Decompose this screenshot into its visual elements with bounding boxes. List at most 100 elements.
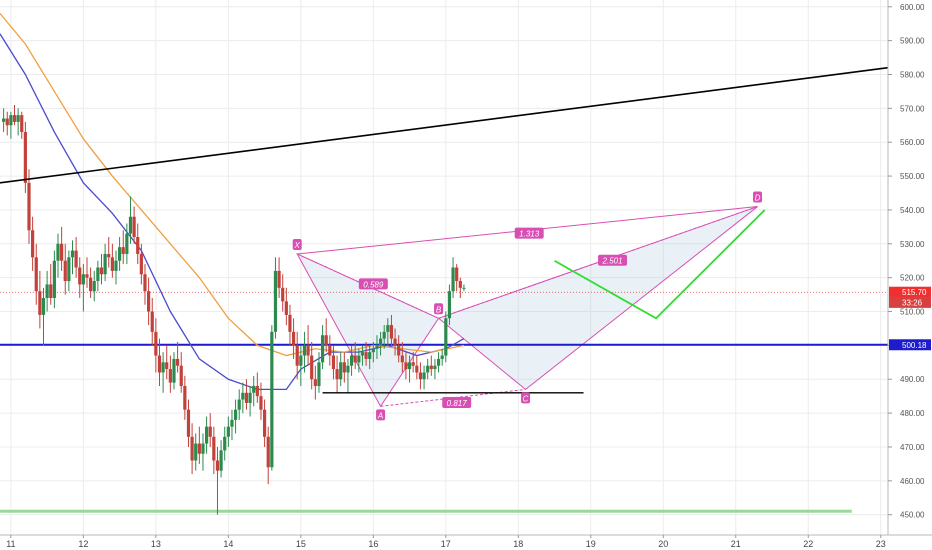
candle-body <box>9 115 13 126</box>
time-axis-ticks: 11 12 13 14 15 16 17 18 19 20 21 22 23 <box>6 535 886 549</box>
x-tick-label: 12 <box>78 539 88 549</box>
candle-body <box>389 325 394 339</box>
candle-body <box>52 260 56 298</box>
y-tick-label: 580.00 <box>900 70 925 79</box>
candle-body <box>157 355 162 373</box>
y-tick-label: 550.00 <box>900 172 925 181</box>
price-tag: 515.70 <box>889 286 931 298</box>
price-tag-bg <box>889 296 931 308</box>
pattern-point-a: A <box>376 409 386 421</box>
candle-body <box>150 311 154 332</box>
y-tick-label: 590.00 <box>900 37 925 46</box>
candle-body <box>284 301 288 315</box>
candle-body <box>89 277 93 292</box>
candle-body <box>201 443 205 454</box>
pattern-ratio: 0.589 <box>358 278 388 290</box>
x-tick-label: 20 <box>658 539 668 549</box>
candle-body <box>411 362 415 366</box>
pattern-ratio-text: 0.817 <box>447 399 468 408</box>
candle-body <box>60 243 64 261</box>
time-axis-panel[interactable] <box>0 535 932 550</box>
trend-lines[interactable] <box>0 66 889 394</box>
candle-body <box>172 358 176 383</box>
x-tick-label: 22 <box>803 539 813 549</box>
candle-body <box>67 257 71 282</box>
candle-body <box>248 392 252 403</box>
pattern-point-c: C <box>521 392 531 404</box>
candle-body <box>226 426 230 437</box>
candle-body <box>444 318 448 356</box>
candle-body <box>2 118 6 122</box>
pattern-point-b-text: B <box>436 305 442 314</box>
price-tag: 33:26 <box>889 296 931 308</box>
price-axis-panel[interactable] <box>888 0 932 535</box>
candle-body <box>204 426 209 444</box>
candle-body <box>125 233 129 254</box>
pattern-point-c-text: C <box>523 394 529 403</box>
candle-body <box>364 352 368 359</box>
candle-body <box>418 372 423 380</box>
candle-body <box>310 355 314 380</box>
y-tick-label: 530.00 <box>900 240 925 249</box>
pattern-ratio-bg <box>358 278 388 290</box>
pattern-point-b: B <box>434 303 444 315</box>
moving-average-2 <box>0 13 465 357</box>
price-tag-bg <box>889 339 931 351</box>
pattern-ratio-text: 0.589 <box>363 280 384 289</box>
pattern-ratio-text: 1.313 <box>519 230 540 239</box>
y-tick-label: 510.00 <box>900 308 925 317</box>
candle-body <box>331 355 336 370</box>
candle-body <box>128 216 133 234</box>
candle-body <box>378 338 383 346</box>
candle-body <box>78 267 82 285</box>
x-tick-label: 19 <box>586 539 596 549</box>
candle-body <box>27 182 31 231</box>
candle-body <box>299 355 303 366</box>
candle-body <box>375 345 379 349</box>
candle-body <box>255 386 259 397</box>
candle-body <box>455 267 459 282</box>
candle-body <box>215 460 220 471</box>
candle-body <box>422 372 426 380</box>
price-tag-text: 33:26 <box>902 298 923 307</box>
candle-body <box>20 115 24 133</box>
candle-body <box>139 253 143 275</box>
pattern-point-b-bg <box>434 303 444 315</box>
trend-line <box>0 66 889 184</box>
candle-body <box>194 443 198 461</box>
candle-body <box>291 331 296 346</box>
pattern-point-d-bg <box>753 191 763 203</box>
candle-body <box>96 267 100 282</box>
candle-body <box>74 250 78 268</box>
candle-body <box>346 365 350 373</box>
candle-body <box>281 287 285 302</box>
x-tick-label: 13 <box>151 539 161 549</box>
candle-body <box>397 345 401 356</box>
pattern-ratio-bg <box>514 227 544 239</box>
candle-body <box>5 118 9 126</box>
candle-body <box>342 362 346 373</box>
pattern-point-d-text: D <box>755 194 761 203</box>
candle-body <box>451 267 455 292</box>
candle-body <box>223 436 227 451</box>
pattern-ratio-text: 2.501 <box>602 257 623 266</box>
candle-body <box>288 314 292 332</box>
candle-body <box>404 362 408 370</box>
candle-body <box>31 230 35 258</box>
candle-body <box>277 270 281 288</box>
pattern-point-x-bg <box>292 238 302 250</box>
candle-body <box>386 325 390 332</box>
candle-body <box>23 132 27 183</box>
candle-body <box>103 253 107 275</box>
pattern-labels: X A B C D 0.589 0.817 1.313 2.501 <box>292 191 763 421</box>
candle-body <box>41 297 46 315</box>
candle-body <box>63 260 67 282</box>
candle-body <box>320 335 325 363</box>
y-tick-label: 600.00 <box>900 3 925 12</box>
candle-body <box>426 365 430 373</box>
y-tick-label: 570.00 <box>900 104 925 113</box>
candle-body <box>49 284 53 298</box>
y-tick-label: 480.00 <box>900 409 925 418</box>
